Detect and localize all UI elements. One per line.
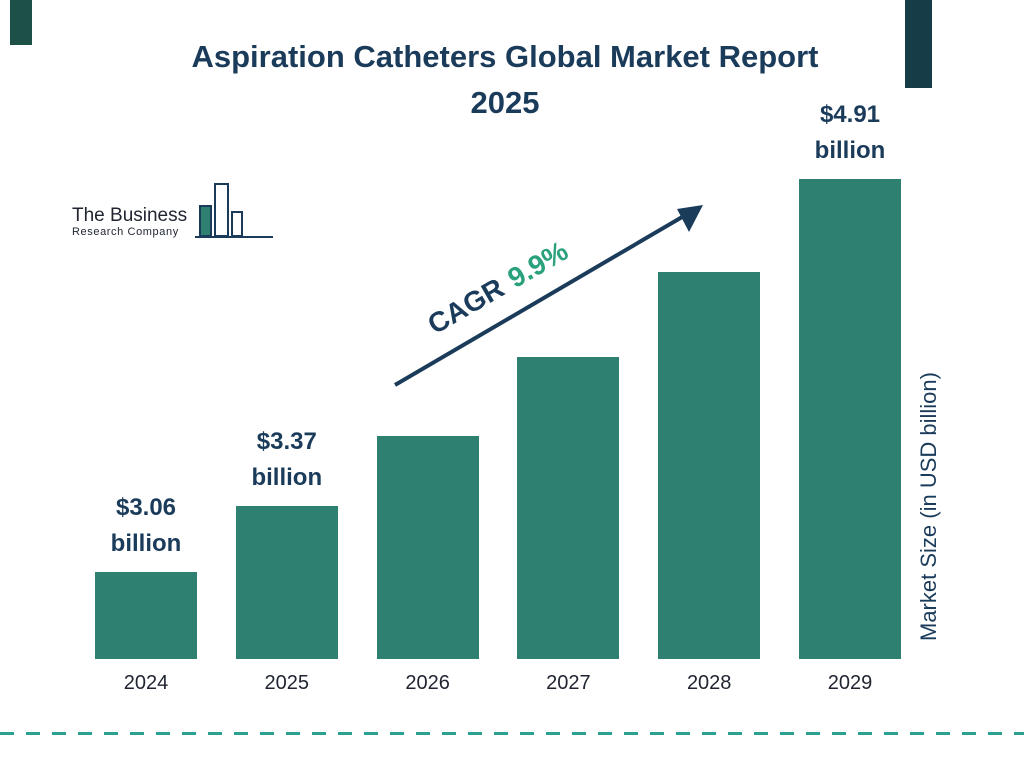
x-axis-label-2029: 2029 — [827, 672, 873, 694]
bar-value-label-2029: $4.91 billion — [814, 101, 886, 164]
bar-2026 — [376, 436, 479, 659]
bar-column-2026: 2026 — [376, 436, 479, 695]
logo-text-line1: The Business — [72, 205, 188, 226]
x-axis-label-2026: 2026 — [405, 672, 450, 694]
bar-column-2028: 2028 — [658, 272, 761, 695]
corner-accent-right — [905, 0, 932, 88]
bar-column-2029: $4.91 billion 2029 — [798, 97, 901, 695]
x-axis-label-2028: 2028 — [686, 672, 732, 694]
x-axis-label-2027: 2027 — [546, 672, 591, 694]
bar-column-2027: 2027 — [517, 357, 620, 695]
page-title-line1: Aspiration Catheters Global Market Repor… — [191, 39, 819, 74]
company-logo: The Business Research Company — [72, 180, 275, 242]
page-title: Aspiration Catheters Global Market Repor… — [155, 34, 855, 126]
bar-2025 — [235, 506, 338, 659]
bar-column-2025: $3.37 billion 2025 — [235, 424, 338, 695]
bar-column-2024: $3.06 billion 2024 — [95, 490, 197, 695]
bar-value-label-2025: $3.37 billion — [251, 428, 323, 491]
company-logo-text: The Business Research Company — [72, 205, 187, 242]
logo-text-line2: Research Company — [72, 226, 179, 238]
logo-bar-chart-icon — [195, 183, 274, 238]
corner-accent-left — [10, 0, 32, 45]
x-axis-label-2025: 2025 — [264, 672, 310, 694]
cagr-trend-arrow — [393, 205, 703, 387]
bar-chart: $3.06 billion 2024 $3.37 billion 2025 2026 2027… — [95, 88, 901, 695]
bottom-dashed-divider — [0, 732, 1024, 735]
page-title-line2: 2025 — [470, 85, 540, 120]
bar-2024 — [95, 572, 197, 659]
bar-2029 — [798, 179, 901, 659]
x-axis-label-2024: 2024 — [123, 672, 169, 694]
bar-2028 — [658, 272, 761, 659]
bar-2027 — [517, 357, 620, 659]
y-axis-label: Market Size (in USD billion) — [916, 372, 941, 642]
bar-value-label-2024: $3.06 billion — [110, 494, 182, 557]
